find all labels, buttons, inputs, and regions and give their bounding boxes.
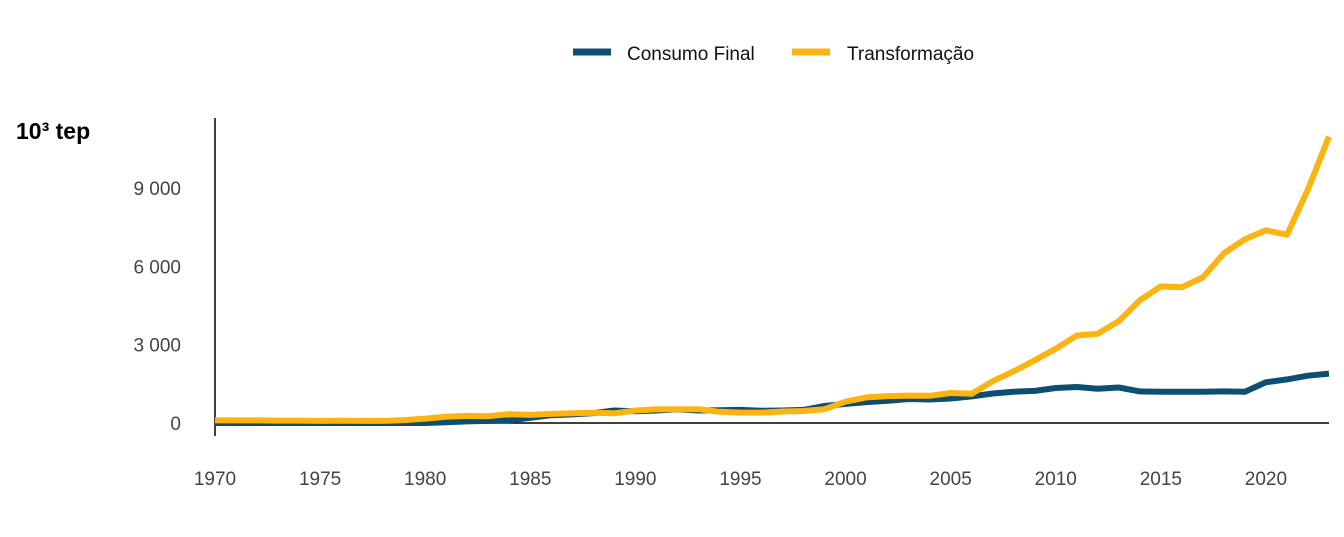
x-tick-label: 2020 xyxy=(1245,469,1287,490)
x-tick-label: 2005 xyxy=(930,469,972,490)
x-tick-label: 1985 xyxy=(509,469,551,490)
x-tick-label: 2000 xyxy=(824,469,866,490)
legend: Consumo Final Transformação xyxy=(573,44,974,65)
x-tick-label: 1990 xyxy=(614,469,656,490)
x-tick-labels: 1970 1975 1980 1985 1990 1995 2000 2005 2010 2015… xyxy=(194,469,1287,490)
x-tick-label: 1970 xyxy=(194,469,236,490)
y-tick-label: 9 000 xyxy=(133,179,181,200)
y-tick-label: 0 xyxy=(170,414,181,435)
y-axis-unit-label: 10³ tep xyxy=(16,118,90,144)
series-line-transformacao xyxy=(215,135,1332,424)
x-tick-label: 1975 xyxy=(299,469,341,490)
y-tick-label: 3 000 xyxy=(133,336,181,357)
y-tick-label: 6 000 xyxy=(133,257,181,278)
legend-label-consumo-final: Consumo Final xyxy=(627,44,755,65)
x-tick-label: 2015 xyxy=(1140,469,1182,490)
x-tick-label: 1995 xyxy=(719,469,761,490)
series-line-consumo-final xyxy=(215,370,1330,426)
legend-label-transformacao: Transformação xyxy=(847,44,974,65)
x-tick-label: 2010 xyxy=(1035,469,1077,490)
series-lines xyxy=(215,135,1332,426)
x-tick-label: 1980 xyxy=(404,469,446,490)
y-tick-labels: 0 3 000 6 000 9 000 xyxy=(133,179,181,435)
